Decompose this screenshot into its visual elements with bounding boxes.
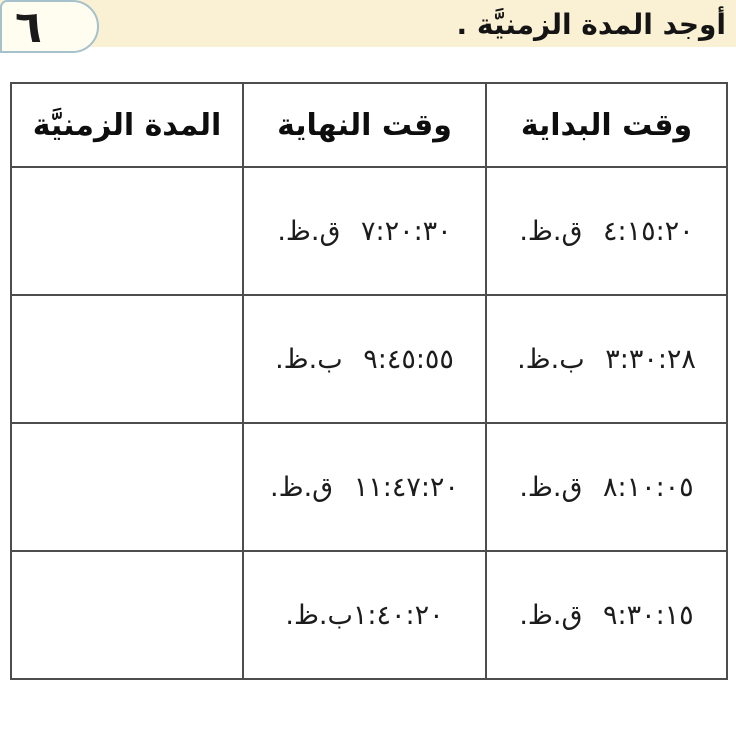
table-row: ٨:١٠:٠٥ ق.ظ. ١١:٤٧:٢٠ ق.ظ. xyxy=(10,422,728,552)
start-time-cell: ٨:١٠:٠٥ ق.ظ. xyxy=(485,422,728,552)
exercise-number: ٦ xyxy=(15,2,42,53)
start-time-cell: ٤:١٥:٢٠ ق.ظ. xyxy=(485,166,728,296)
duration-answer-cell[interactable] xyxy=(10,294,244,424)
table-header-row: وقت البداية وقت النهاية المدة الزمنيَّة xyxy=(10,82,728,168)
exercise-number-badge: ٦ xyxy=(0,0,99,53)
duration-answer-cell[interactable] xyxy=(10,422,244,552)
time-table: وقت البداية وقت النهاية المدة الزمنيَّة … xyxy=(10,82,728,680)
duration-answer-cell[interactable] xyxy=(10,550,244,680)
end-time-cell: ٧:٢٠:٣٠ ق.ظ. xyxy=(242,166,487,296)
start-time-cell: ٩:٣٠:١٥ ق.ظ. xyxy=(485,550,728,680)
column-header-end-time: وقت النهاية xyxy=(242,82,487,168)
column-header-duration: المدة الزمنيَّة xyxy=(10,82,244,168)
table-row: ٩:٣٠:١٥ ق.ظ. ١:٤٠:٢٠ب.ظ. xyxy=(10,550,728,680)
start-time-cell: ٣:٣٠:٢٨ ب.ظ. xyxy=(485,294,728,424)
end-time-cell: ١١:٤٧:٢٠ ق.ظ. xyxy=(242,422,487,552)
column-header-start-time: وقت البداية xyxy=(485,82,728,168)
exercise-title: أوجد المدة الزمنيَّة . xyxy=(456,8,726,41)
end-time-cell: ١:٤٠:٢٠ب.ظ. xyxy=(242,550,487,680)
table-row: ٤:١٥:٢٠ ق.ظ. ٧:٢٠:٣٠ ق.ظ. xyxy=(10,166,728,296)
exercise-banner: أوجد المدة الزمنيَّة . ٦ xyxy=(0,0,736,53)
duration-answer-cell[interactable] xyxy=(10,166,244,296)
end-time-cell: ٩:٤٥:٥٥ ب.ظ. xyxy=(242,294,487,424)
table-row: ٣:٣٠:٢٨ ب.ظ. ٩:٤٥:٥٥ ب.ظ. xyxy=(10,294,728,424)
